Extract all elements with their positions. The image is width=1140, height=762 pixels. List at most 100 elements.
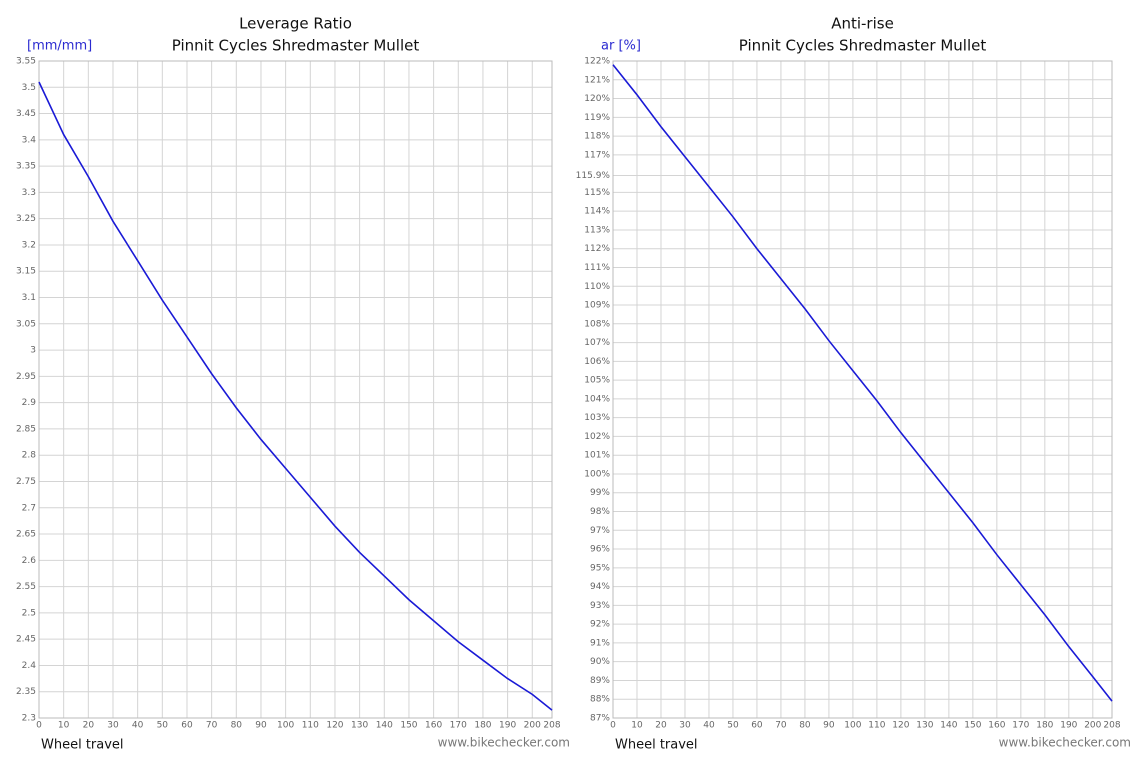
y-tick-label: 2.9 <box>22 398 37 408</box>
y-tick-label: 3.15 <box>16 267 36 277</box>
x-tick-label: 110 <box>302 721 319 731</box>
y-tick-label: 3.2 <box>22 240 36 250</box>
x-tick-label: 10 <box>631 721 643 731</box>
y-tick-label: 2.4 <box>22 661 37 671</box>
y-tick-label: 89% <box>590 676 610 686</box>
plot-frame <box>612 60 1113 719</box>
y-tick-label: 111% <box>584 263 610 273</box>
y-tick-label: 103% <box>584 413 610 423</box>
y-tick-label: 3.45 <box>16 109 36 119</box>
y-tick-label: 3.1 <box>22 293 36 303</box>
y-tick-label: 110% <box>584 282 610 292</box>
y-tick-label: 3.3 <box>22 188 36 198</box>
y-tick-label: 101% <box>584 451 610 461</box>
y-tick-label: 3.55 <box>16 57 36 67</box>
y-tick-label: 115% <box>584 188 610 198</box>
x-tick-label: 60 <box>751 721 763 731</box>
x-tick-label: 20 <box>655 721 667 731</box>
x-tick-label: 140 <box>376 721 393 731</box>
y-tick-label: 91% <box>590 638 610 648</box>
y-tick-label: 2.45 <box>16 635 36 645</box>
x-tick-label: 190 <box>1060 721 1077 731</box>
y-tick-label: 118% <box>584 132 610 142</box>
chart: Leverage Ratio Pinnit Cycles Shredmaster … <box>16 15 570 753</box>
y-tick-label: 2.95 <box>16 372 36 382</box>
y-tick-label: 102% <box>584 432 610 442</box>
x-tick-label: 200 <box>524 721 541 731</box>
data-line <box>612 64 1113 702</box>
y-tick-label: 2.5 <box>22 608 36 618</box>
y-tick-label: 98% <box>590 507 610 517</box>
x-tick-label: 170 <box>1012 721 1029 731</box>
x-tick-label: 0 <box>36 721 42 731</box>
y-tick-label: 105% <box>584 376 610 386</box>
x-tick-label: 80 <box>231 721 243 731</box>
x-tick-label: 200 <box>1084 721 1101 731</box>
x-tick-label: 180 <box>474 721 491 731</box>
y-tick-label: 106% <box>584 357 610 367</box>
y-tick-label: 3.4 <box>22 135 37 145</box>
y-tick-label: 104% <box>584 394 610 404</box>
x-tick-label: 140 <box>940 721 957 731</box>
x-tick-label: 70 <box>775 721 787 731</box>
y-tick-label: 2.7 <box>22 503 36 513</box>
y-tick-label: 93% <box>590 601 610 611</box>
x-tick-label: 70 <box>206 721 218 731</box>
y-tick-label: 100% <box>584 469 610 479</box>
x-tick-label: 160 <box>988 721 1005 731</box>
y-tick-label: 96% <box>590 545 610 555</box>
y-tick-label: 122% <box>584 57 610 67</box>
y-tick-label: 3 <box>30 346 36 356</box>
y-tick-label: 87% <box>590 714 610 724</box>
y-tick-label: 92% <box>590 620 610 630</box>
y-tick-label: 97% <box>590 526 610 536</box>
y-tick-label: 2.35 <box>16 687 36 697</box>
y-axis-label: [mm/mm] <box>27 39 92 54</box>
y-tick-label: 114% <box>584 207 610 217</box>
y-tick-label: 3.25 <box>16 214 36 224</box>
y-tick-label: 2.55 <box>16 582 36 592</box>
y-tick-label: 108% <box>584 319 610 329</box>
x-tick-label: 100 <box>844 721 861 731</box>
x-tick-label: 120 <box>326 721 343 731</box>
x-tick-label: 150 <box>400 721 417 731</box>
x-tick-label: 90 <box>255 721 267 731</box>
chart-title: Leverage Ratio <box>239 15 352 33</box>
y-tick-label: 2.3 <box>22 714 36 724</box>
y-tick-label: 94% <box>590 582 610 592</box>
x-tick-label: 60 <box>181 721 193 731</box>
y-tick-label: 115.9% <box>576 171 611 181</box>
y-tick-label: 120% <box>584 94 610 104</box>
x-tick-label: 0 <box>610 721 616 731</box>
chart-subtitle: Pinnit Cycles Shredmaster Mullet <box>172 37 420 55</box>
y-tick-label: 117% <box>584 150 610 160</box>
x-tick-label: 170 <box>450 721 467 731</box>
x-tick-label: 100 <box>277 721 294 731</box>
x-tick-label: 130 <box>351 721 368 731</box>
x-tick-label: 80 <box>799 721 811 731</box>
y-tick-label: 2.65 <box>16 530 36 540</box>
y-tick-label: 95% <box>590 563 610 573</box>
y-tick-label: 113% <box>584 225 610 235</box>
x-axis-label: Wheel travel <box>615 738 698 753</box>
y-tick-label: 90% <box>590 657 610 667</box>
y-tick-label: 3.5 <box>22 83 36 93</box>
source: www.bikechecker.com <box>438 736 570 750</box>
y-tick-label: 3.05 <box>16 319 36 329</box>
y-tick-label: 107% <box>584 338 610 348</box>
x-tick-label: 30 <box>107 721 119 731</box>
y-tick-label: 119% <box>584 113 610 123</box>
x-tick-label: 130 <box>916 721 933 731</box>
x-tick-label: 120 <box>892 721 909 731</box>
y-tick-label: 112% <box>584 244 610 254</box>
x-tick-label: 190 <box>499 721 516 731</box>
y-tick-label: 2.8 <box>22 451 37 461</box>
y-tick-label: 99% <box>590 488 610 498</box>
x-tick-label: 110 <box>868 721 885 731</box>
x-tick-label: 10 <box>58 721 70 731</box>
x-tick-label: 50 <box>727 721 739 731</box>
y-tick-label: 88% <box>590 695 610 705</box>
x-tick-label: 208 <box>543 721 560 731</box>
x-tick-label: 40 <box>132 721 144 731</box>
